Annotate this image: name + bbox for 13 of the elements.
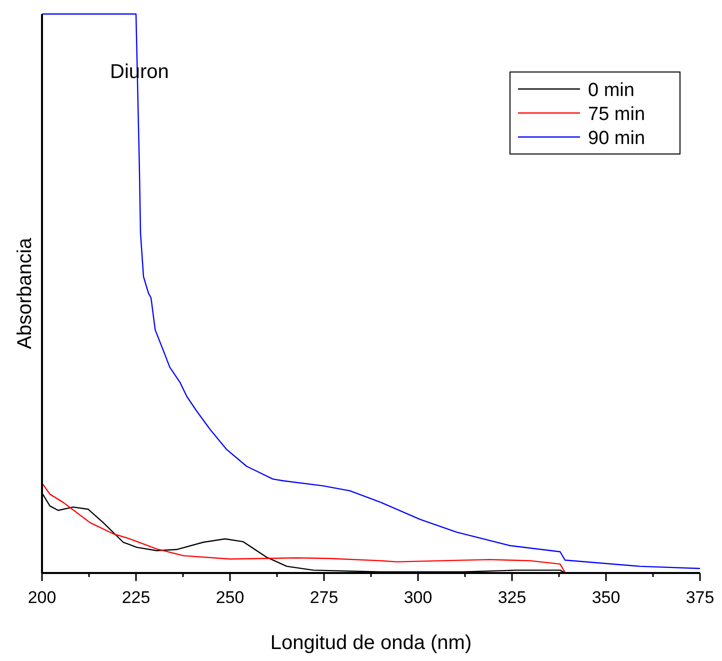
x-tick-label: 225 — [122, 588, 150, 607]
legend-label: 0 min — [588, 80, 634, 101]
y-axis-title: Absorbancia — [14, 237, 36, 350]
x-tick-label: 250 — [216, 588, 244, 607]
legend-label: 90 min — [588, 128, 646, 149]
x-tick-label: 200 — [28, 588, 56, 607]
x-tick-label: 350 — [592, 588, 620, 607]
x-tick-label: 275 — [310, 588, 338, 607]
x-tick-label: 375 — [686, 588, 714, 607]
x-tick-label: 325 — [498, 588, 526, 607]
x-axis-title: Longitud de onda (nm) — [270, 632, 472, 654]
legend-label: 75 min — [588, 104, 646, 125]
x-tick-label: 300 — [404, 588, 432, 607]
